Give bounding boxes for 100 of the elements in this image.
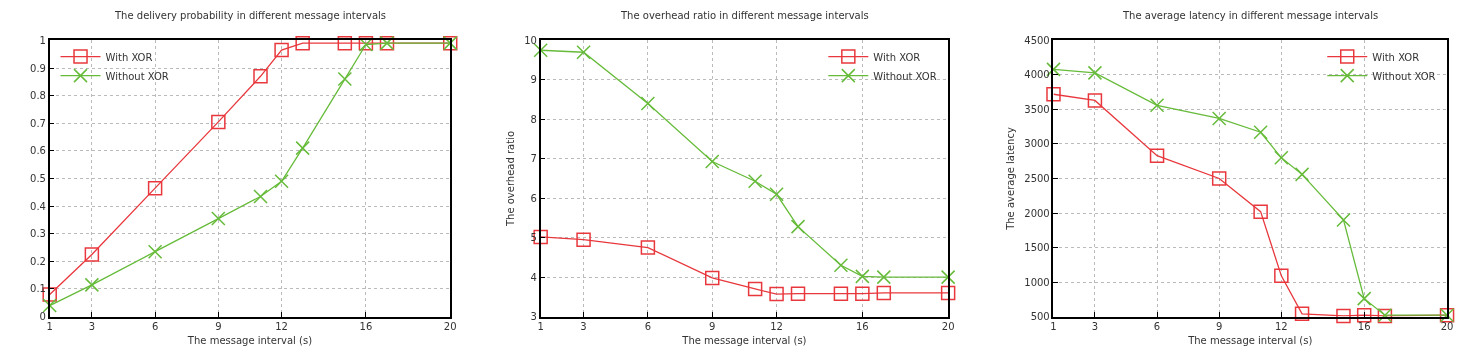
point [747, 174, 763, 189]
point [940, 285, 956, 301]
legend-label: With XOR [1372, 51, 1420, 63]
y-tick-label: 6 [530, 192, 537, 204]
point [1087, 93, 1103, 108]
y-tick-label: 4500 [1024, 34, 1050, 46]
legend-label: With XOR [873, 51, 921, 63]
x-tick-label: 20 [443, 321, 457, 333]
point [833, 258, 849, 273]
point [1211, 171, 1227, 186]
chart-title: The overhead ratio in different message intervals [620, 10, 869, 21]
point [1087, 65, 1103, 81]
y-axis-title: The overhead ratio [504, 130, 516, 228]
legend-label: Without XOR [873, 70, 937, 82]
point [790, 219, 806, 234]
x-axis-title: The message interval (s) [186, 335, 313, 347]
point [576, 232, 591, 247]
point [1356, 291, 1372, 306]
y-tick-label: 5 [530, 232, 537, 244]
y-tick-label: 0 [39, 311, 46, 323]
point [253, 69, 268, 84]
point [337, 35, 353, 51]
point [876, 269, 892, 285]
point [211, 211, 226, 226]
y-tick-label: 8 [530, 113, 537, 125]
point [274, 174, 289, 189]
y-tick-label: 4000 [1024, 69, 1050, 81]
x-axis-title: The message interval (s) [1187, 335, 1313, 347]
point [769, 286, 784, 302]
x-tick-label: 20 [1440, 321, 1454, 333]
point [576, 44, 591, 60]
chart-title: The average latency in different message intervals [1122, 10, 1379, 21]
x-tick-label: 12 [770, 321, 783, 333]
y-tick-label: 1500 [1024, 242, 1050, 254]
point [640, 96, 656, 111]
y-tick-label: 1 [39, 34, 46, 46]
x-tick-label: 16 [1357, 321, 1371, 333]
point [337, 71, 353, 87]
point [274, 42, 289, 58]
y-tick-label: 0.9 [30, 62, 46, 74]
point [42, 298, 57, 313]
point [147, 180, 163, 196]
x-tick-label: 20 [941, 321, 955, 333]
point [1149, 98, 1165, 113]
x-tick-label: 6 [644, 321, 652, 333]
point [1046, 87, 1061, 102]
x-tick-label: 9 [709, 321, 716, 333]
x-tick-label: 9 [1216, 321, 1223, 333]
point [295, 140, 310, 156]
y-tick-label: 2500 [1024, 172, 1050, 184]
point [833, 286, 849, 301]
point [1211, 111, 1227, 126]
point [211, 114, 226, 130]
y-tick-label: 9 [530, 74, 537, 86]
x-tick-label: 16 [359, 321, 373, 333]
point [295, 35, 310, 51]
y-tick-label: 7 [530, 153, 537, 165]
y-tick-label: 4 [530, 271, 537, 283]
y-tick-label: 3500 [1024, 103, 1050, 115]
point [1274, 150, 1289, 166]
point [1294, 306, 1310, 322]
point [704, 154, 720, 169]
point [1274, 268, 1289, 284]
x-tick-label: 12 [275, 321, 288, 333]
point [1336, 212, 1351, 228]
y-tick-label: 0.8 [30, 90, 46, 102]
point [940, 269, 956, 285]
x-tick-label: 6 [151, 321, 159, 333]
point [533, 229, 548, 245]
point [790, 286, 806, 301]
y-tick-label: 1000 [1024, 276, 1050, 288]
point [1336, 308, 1351, 324]
point [855, 286, 870, 301]
y-tick-label: 3 [530, 311, 537, 323]
point [84, 277, 100, 293]
x-tick-label: 6 [1153, 321, 1161, 333]
y-tick-label: 0.2 [30, 255, 46, 267]
legend-label: Without XOR [1372, 70, 1436, 82]
point [855, 269, 870, 284]
point [147, 244, 163, 259]
x-tick-label: 9 [215, 321, 222, 333]
point [876, 285, 892, 301]
y-tick-label: 0.7 [30, 117, 46, 129]
point [253, 189, 268, 204]
x-tick-label: 3 [1091, 321, 1099, 333]
point [704, 270, 720, 286]
point [769, 187, 784, 202]
y-axis-title: The average latency [1004, 127, 1016, 231]
y-tick-label: 0.4 [30, 200, 46, 212]
y-tick-label: 0.6 [30, 145, 46, 157]
y-tick-label: 3000 [1024, 138, 1050, 150]
point [640, 240, 656, 255]
x-tick-label: 12 [1274, 321, 1288, 333]
y-tick-label: 0.1 [30, 283, 46, 295]
point [1253, 204, 1268, 219]
chart-title: The delivery probability in different message intervals [114, 10, 387, 21]
y-tick-label: 500 [1030, 311, 1050, 323]
point [84, 247, 100, 262]
point [1149, 148, 1165, 163]
y-tick-label: 0.5 [30, 173, 46, 185]
